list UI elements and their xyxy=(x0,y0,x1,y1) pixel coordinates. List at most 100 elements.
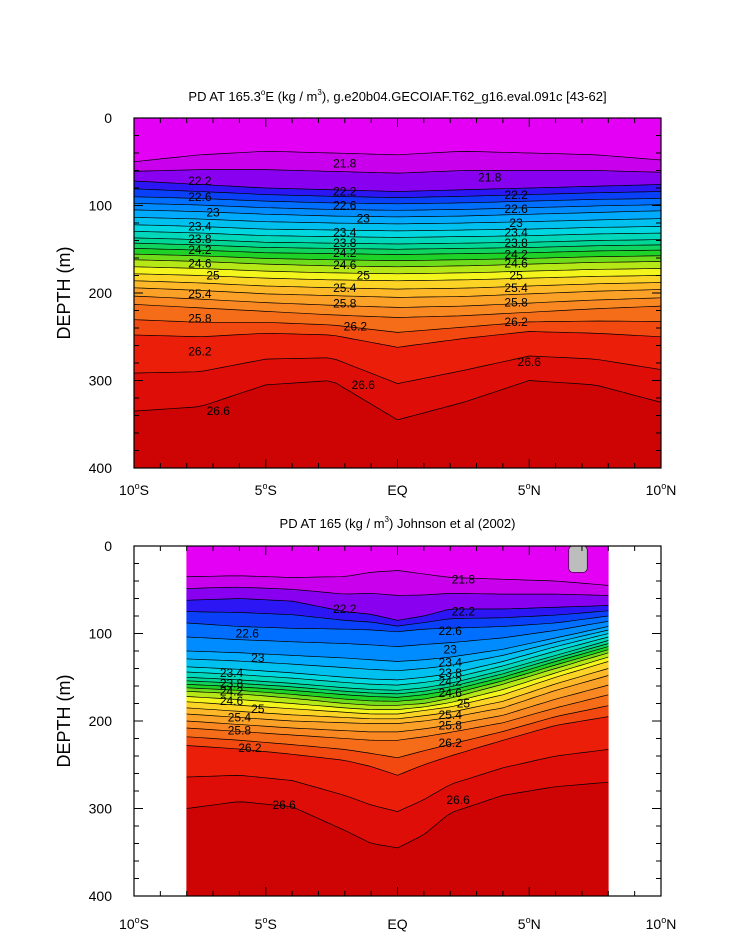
contour-label: 25.4 xyxy=(228,711,252,725)
contour-line xyxy=(133,259,662,268)
panel-johnson: 21.822.2 22.222.6 22.6232323.423.423.823.8… xyxy=(54,515,676,932)
x-tick-label: EQ xyxy=(387,482,407,498)
title-degree: o xyxy=(261,88,266,97)
contour-label: 22.6 xyxy=(188,190,212,204)
x-tick-number: 5 xyxy=(255,482,263,498)
contour-label: 22.6 xyxy=(333,199,357,213)
x-tick-label: 10oS xyxy=(119,481,149,498)
contour-label: 23.8 xyxy=(333,236,357,250)
contour-line xyxy=(133,287,662,298)
contour-label: 26.6 xyxy=(518,355,542,369)
contour-line xyxy=(133,180,662,192)
contour-label: 25.4 xyxy=(333,281,357,295)
x-tick-degree: o xyxy=(262,481,267,491)
contour-line xyxy=(133,230,662,238)
contour-label: 22.6 xyxy=(439,624,463,638)
x-tick-hemisphere: N xyxy=(531,482,541,498)
x-tick-label: 10oS xyxy=(119,915,149,932)
contour-labels: 22.222.62323.423.824.224.62525.425.826.2… xyxy=(188,157,541,419)
contour-label: 25 xyxy=(251,702,265,716)
x-tick-hemisphere: S xyxy=(267,482,276,498)
contour-line xyxy=(186,643,609,695)
axis-ticks xyxy=(133,545,662,897)
contour-line xyxy=(186,668,609,720)
x-tick-hemisphere: N xyxy=(666,916,676,932)
title-part: E (kg / m xyxy=(265,89,317,104)
contour-line xyxy=(186,586,609,596)
chart-title: PD AT 165 (kg / m3) Johnson et al (2002) xyxy=(280,515,516,531)
contour-line xyxy=(186,684,609,733)
contour-label: 25.8 xyxy=(188,311,212,325)
contour-line xyxy=(133,295,662,308)
contour-label: 25.8 xyxy=(439,718,463,732)
y-tick-label: 100 xyxy=(89,626,113,642)
x-tick-degree: o xyxy=(135,915,140,925)
contour-label: 22.2 xyxy=(333,185,357,199)
contour-label: 23 xyxy=(206,206,220,220)
contour-label: 24.2 xyxy=(504,248,528,262)
contour-line xyxy=(133,209,662,218)
contour-label: 25.8 xyxy=(504,296,528,310)
title-part: PD AT 165.3 xyxy=(188,89,261,104)
y-tick-label: 0 xyxy=(104,110,112,126)
contour-label: 24.2 xyxy=(439,675,463,689)
x-tick-label: 5oN xyxy=(518,481,541,498)
contour-label: 22.2 xyxy=(504,188,528,202)
x-tick-label: EQ xyxy=(387,916,407,932)
x-tick-label: 5oN xyxy=(518,915,541,932)
contour-line xyxy=(133,224,662,232)
contour-label: 23.8 xyxy=(188,232,212,246)
contour-label: 25 xyxy=(457,697,471,711)
x-tick-number: 10 xyxy=(646,482,662,498)
y-tick-label: 300 xyxy=(89,373,113,389)
y-tick-label: 100 xyxy=(89,198,113,214)
contour-label: 23.8 xyxy=(439,666,463,680)
x-tick-number: 5 xyxy=(518,916,526,932)
contour-line xyxy=(133,266,662,275)
contour-line xyxy=(133,196,662,205)
title-superscript: 3 xyxy=(317,88,322,97)
x-tick-degree: o xyxy=(135,481,140,491)
x-tick-hemisphere: S xyxy=(140,916,149,932)
contour-label: 22.6 xyxy=(236,627,260,641)
y-tick-label: 400 xyxy=(89,460,113,476)
contour-label: 23 xyxy=(509,216,523,230)
contour-labels: 21.822.2 22.222.6 22.6232323.423.423.823.8… xyxy=(220,572,476,812)
contour-line xyxy=(133,331,662,348)
x-tick-label: 5oS xyxy=(255,915,277,932)
contour-line xyxy=(133,280,662,290)
title-part: ), g.e20b04.GECOIAF.T62_g16.eval.091c [4… xyxy=(322,89,607,104)
x-tick-label: 10oN xyxy=(646,481,677,498)
x-tick-label: 10oN xyxy=(646,915,677,932)
x-tick-hemisphere: N xyxy=(666,482,676,498)
contour-label: 21.8 xyxy=(333,157,357,171)
contour-label: 23.4 xyxy=(333,226,357,240)
contour-label: 23 xyxy=(357,212,371,226)
contour-line xyxy=(133,169,662,174)
contour-label: 25 xyxy=(509,269,523,283)
contour-label: 22.2 xyxy=(188,174,212,188)
contour-lines xyxy=(133,150,662,421)
contour-lines xyxy=(186,570,609,849)
contour-label: 21.8 xyxy=(478,171,502,185)
contour-label: 25.4 xyxy=(504,281,528,295)
contour-label: 21.8 xyxy=(452,572,476,586)
contour-line xyxy=(133,253,662,261)
title-part: PD AT 165 (kg / m xyxy=(280,516,385,531)
contour-line xyxy=(186,675,609,724)
contour-label: 24.6 xyxy=(188,256,212,270)
contour-line xyxy=(186,661,609,715)
contour-label: 23 xyxy=(251,651,265,665)
contour-line xyxy=(133,242,662,250)
contour-label: 24.2 xyxy=(220,684,244,698)
axis-ticks xyxy=(133,117,662,469)
contour-label: 26.6 xyxy=(273,798,297,812)
contour-label: 24.2 xyxy=(333,246,357,260)
contour-line xyxy=(133,202,662,211)
contour-line xyxy=(133,319,661,333)
x-tick-number: 10 xyxy=(119,916,135,932)
y-axis-label: DEPTH (m) xyxy=(54,675,74,768)
contour-line xyxy=(186,629,609,672)
contour-line xyxy=(186,626,609,662)
x-tick-hemisphere: S xyxy=(267,916,276,932)
